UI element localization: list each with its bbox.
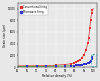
Point	[87, 63, 88, 64]
Y-axis label: Grain size (μm): Grain size (μm)	[3, 23, 7, 46]
Point	[89, 28, 90, 29]
Point	[36, 65, 37, 66]
Point	[70, 63, 72, 65]
Point	[78, 61, 79, 62]
Point	[64, 65, 66, 67]
Point	[88, 37, 90, 38]
Point	[90, 60, 91, 61]
Point	[55, 66, 56, 67]
Point	[90, 19, 91, 20]
Point	[92, 9, 93, 11]
Point	[70, 65, 72, 66]
Point	[81, 57, 83, 58]
Point	[92, 56, 93, 57]
Point	[91, 59, 92, 60]
Point	[76, 62, 77, 63]
Point	[55, 64, 56, 66]
Point	[83, 54, 85, 55]
Point	[74, 65, 75, 66]
Point	[91, 12, 92, 14]
Point	[26, 66, 28, 67]
Point	[45, 66, 47, 67]
Point	[88, 62, 90, 64]
Point	[76, 65, 77, 66]
Point	[81, 64, 83, 65]
Point	[45, 65, 47, 66]
Point	[83, 64, 85, 65]
Point	[85, 63, 87, 65]
Point	[74, 62, 75, 64]
Point	[89, 61, 90, 63]
Point	[36, 66, 37, 67]
X-axis label: Relative density (%): Relative density (%)	[42, 74, 72, 78]
Legend: Conventional firing, Microwave firing: Conventional firing, Microwave firing	[19, 4, 48, 15]
Point	[79, 64, 81, 66]
Point	[64, 64, 66, 65]
Point	[78, 65, 79, 66]
Point	[85, 49, 87, 51]
Point	[87, 43, 88, 44]
Point	[26, 65, 28, 66]
Point	[79, 59, 81, 60]
